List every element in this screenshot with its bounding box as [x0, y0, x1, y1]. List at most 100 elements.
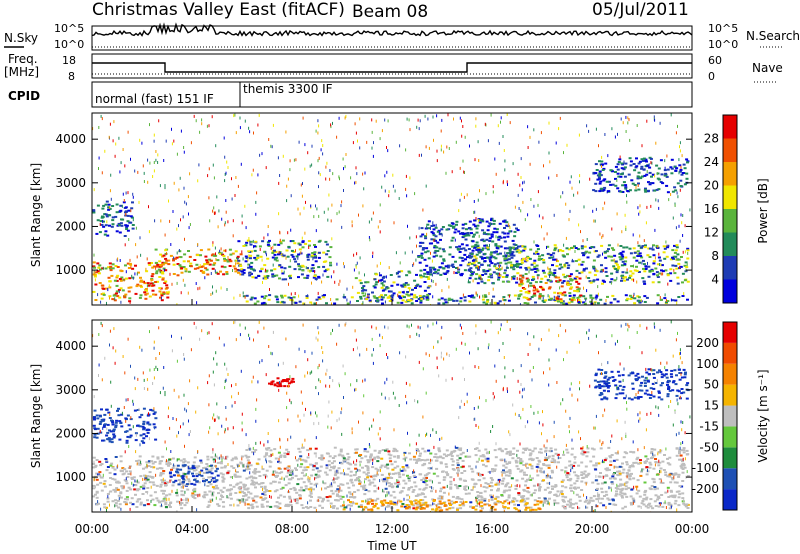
echo-cell: [118, 503, 122, 506]
echo-cell: [491, 468, 494, 470]
echo-cell: [247, 263, 251, 266]
echo-cell: [365, 473, 369, 476]
echo-cell: [124, 501, 128, 504]
echo-speckle: [355, 180, 357, 184]
echo-cell: [633, 184, 637, 186]
echo-cell: [257, 470, 261, 473]
echo-cell: [467, 263, 471, 266]
echo-cell: [421, 248, 425, 251]
echo-speckle: [244, 295, 246, 299]
echo-cell: [205, 471, 209, 474]
echo-speckle: [319, 173, 321, 177]
echo-cell: [521, 497, 525, 500]
echo-cell: [681, 471, 685, 474]
echo-cell: [301, 241, 305, 244]
echo-cell: [547, 455, 551, 458]
echo-cell: [329, 261, 332, 264]
echo-cell: [461, 465, 465, 468]
echo-cell: [242, 486, 246, 489]
echo-cell: [475, 505, 479, 507]
echo-speckle: [684, 250, 686, 254]
echo-cell: [195, 475, 199, 478]
echo-cell: [562, 453, 566, 456]
echo-cell: [382, 280, 386, 283]
echo-cell: [96, 204, 100, 207]
echo-cell: [113, 279, 117, 282]
echo-speckle: [670, 193, 672, 196]
echo-speckle: [140, 253, 142, 257]
echo-cell: [244, 499, 248, 501]
echo-cell: [664, 471, 668, 474]
echo-cell: [541, 254, 545, 257]
echo-cell: [151, 455, 155, 458]
echo-cell: [209, 469, 213, 472]
echo-cell: [280, 296, 284, 299]
echo-speckle: [622, 171, 624, 175]
echo-speckle: [622, 121, 624, 125]
echo-speckle: [498, 141, 500, 145]
date-label: 05/Jul/2011: [592, 0, 689, 20]
echo-cell: [398, 476, 402, 479]
echo-cell: [440, 297, 444, 300]
echo-speckle: [120, 300, 122, 304]
echo-cell: [592, 189, 596, 192]
echo-cell: [621, 260, 625, 263]
echo-cell: [172, 273, 176, 275]
echo-speckle: [418, 226, 420, 230]
echo-cell: [636, 255, 640, 257]
echo-cell: [254, 449, 258, 451]
echo-cell: [279, 478, 283, 480]
echo-speckle: [418, 153, 420, 157]
echo-cell: [250, 296, 254, 299]
echo-speckle: [125, 191, 127, 195]
echo-cell: [358, 279, 362, 282]
echo-speckle: [282, 154, 284, 158]
echo-speckle: [415, 258, 417, 262]
echo-cell: [632, 247, 636, 250]
echo-cell: [115, 230, 119, 233]
echo-cell: [360, 457, 364, 460]
echo-cell: [656, 276, 660, 278]
echo-cell: [618, 484, 622, 487]
echo-cell: [522, 257, 526, 260]
echo-cell: [106, 500, 110, 503]
echo-cell: [508, 249, 512, 252]
echo-cell: [538, 487, 542, 490]
echo-cell: [105, 287, 108, 290]
echo-cell: [389, 494, 393, 497]
echo-cell: [681, 281, 684, 284]
echo-cell: [493, 449, 497, 452]
echo-cell: [134, 292, 138, 295]
echo-speckle: [289, 159, 291, 163]
echo-cell: [96, 270, 100, 273]
echo-cell: [253, 302, 257, 305]
echo-cell: [369, 456, 372, 459]
echo-cell: [490, 255, 494, 258]
echo-cell: [632, 461, 636, 464]
echo-cell: [287, 503, 290, 506]
echo-cell: [181, 484, 185, 487]
echo-cell: [614, 165, 618, 168]
echo-cell: [427, 472, 431, 475]
echo-cell: [544, 299, 548, 302]
echo-cell: [242, 295, 246, 298]
echo-cell: [164, 262, 168, 265]
echo-cell: [294, 260, 298, 263]
echo-speckle: [163, 268, 165, 272]
echo-speckle: [509, 121, 511, 125]
echo-cell: [94, 283, 98, 286]
echo-cell: [485, 486, 489, 489]
echo-cell: [553, 249, 557, 252]
echo-cell: [410, 298, 414, 301]
echo-cell: [451, 222, 455, 225]
echo-cell: [637, 244, 641, 247]
echo-cell: [578, 277, 582, 280]
echo-cell: [512, 447, 516, 450]
echo-speckle: [502, 181, 504, 185]
echo-speckle: [393, 221, 395, 225]
echo-cell: [505, 499, 509, 502]
echo-speckle: [597, 292, 599, 296]
echo-cell: [507, 474, 511, 477]
echo-cell: [410, 486, 414, 489]
echo-cell: [536, 274, 540, 277]
